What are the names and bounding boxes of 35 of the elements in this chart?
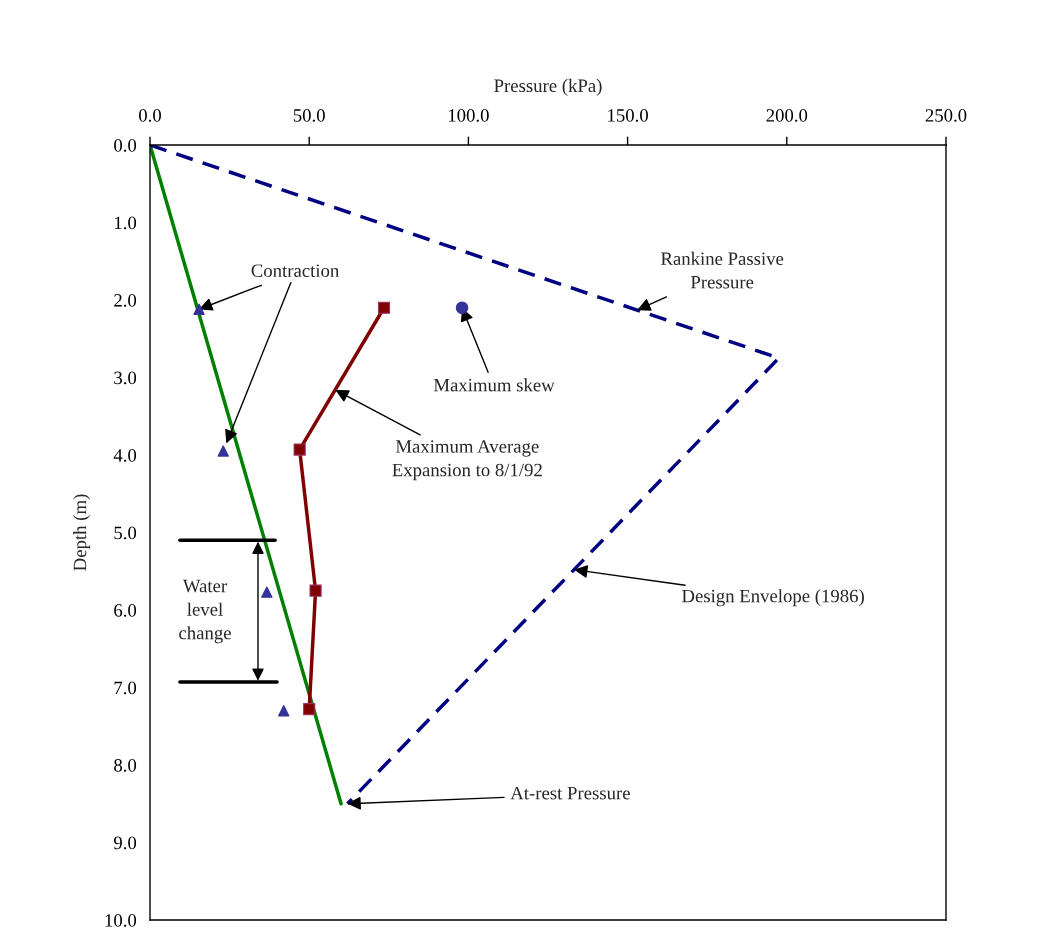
annotation: Design Envelope (1986): [682, 589, 864, 607]
x-axis-title: Pressure (kPa): [494, 78, 602, 96]
annotation: Rankine Passive Pressure: [660, 251, 784, 289]
y-axis-title: Depth (m): [73, 494, 91, 571]
point: [293, 443, 306, 456]
x-tick-label: 150.0: [608, 109, 648, 122]
point: [303, 703, 316, 716]
point: [278, 705, 290, 717]
x-tick-label: 50.0: [293, 109, 325, 122]
y-tick-label: 1.0: [115, 216, 137, 230]
point: [217, 445, 229, 457]
y-tick-label: 0.0: [114, 139, 137, 152]
x-tick-label: 200.0: [766, 109, 808, 122]
point: [455, 301, 469, 315]
x-tick-label: 100.0: [448, 109, 489, 122]
annotation: Water level change: [179, 579, 231, 644]
y-tick-label: 4.0: [113, 449, 137, 462]
annotation: At-rest Pressure: [510, 786, 630, 800]
annotation: Maximum Average Expansion to 8/1/92: [392, 440, 542, 481]
point: [193, 303, 205, 315]
y-tick-label: 10.0: [105, 914, 137, 927]
x-tick-label: 250.0: [925, 109, 967, 122]
annotation: Contraction: [251, 264, 340, 277]
y-tick-label: 6.0: [114, 604, 137, 617]
y-tick-label: 9.0: [113, 836, 137, 850]
point: [377, 301, 391, 314]
y-tick-label: 5.0: [114, 526, 137, 540]
point: [261, 586, 273, 598]
y-tick-label: 3.0: [114, 371, 137, 385]
annotation: Maximum skew: [433, 378, 555, 392]
y-tick-label: 2.0: [114, 294, 137, 307]
y-tick-label: 8.0: [114, 759, 137, 772]
x-tick-label: 0.0: [139, 109, 161, 122]
point: [309, 584, 322, 597]
y-tick-label: 7.0: [114, 681, 137, 695]
